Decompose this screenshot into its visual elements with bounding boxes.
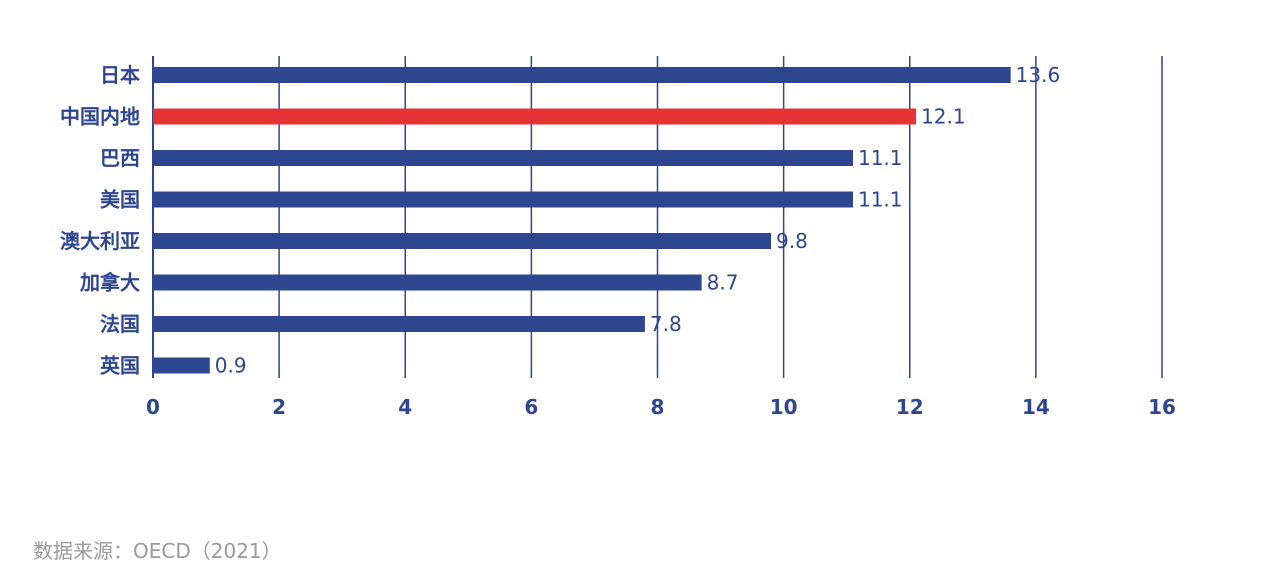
category-label-2: 中国内地 bbox=[60, 105, 140, 129]
value-label-8: 0.9 bbox=[215, 354, 247, 378]
bars bbox=[153, 67, 1011, 374]
bar-1 bbox=[153, 67, 1011, 83]
value-label-3: 11.1 bbox=[858, 146, 903, 170]
category-label-3: 巴西 bbox=[100, 146, 140, 170]
value-labels: 13.6 12.1 11.1 11.1 9.8 8.7 7.8 0.9 bbox=[215, 63, 1060, 378]
x-tick-label-14: 14 bbox=[1022, 395, 1050, 419]
bar-3 bbox=[153, 150, 853, 166]
value-label-6: 8.7 bbox=[707, 271, 739, 295]
bar-4 bbox=[153, 191, 853, 208]
x-tick-label-12: 12 bbox=[896, 395, 924, 419]
category-label-6: 加拿大 bbox=[79, 271, 140, 295]
x-tick-label-8: 8 bbox=[651, 395, 665, 419]
value-label-4: 11.1 bbox=[858, 188, 903, 212]
bar-5 bbox=[153, 233, 772, 249]
category-label-5: 澳大利亚 bbox=[60, 229, 140, 253]
value-label-1: 13.6 bbox=[1016, 63, 1061, 87]
source-note: 数据来源：OECD（2021） bbox=[33, 539, 282, 563]
category-label-7: 法国 bbox=[100, 312, 140, 336]
x-axis-tick-labels: 0 2 4 6 8 10 12 14 16 bbox=[146, 395, 1176, 419]
x-tick-label-10: 10 bbox=[770, 395, 798, 419]
category-label-1: 日本 bbox=[100, 63, 140, 87]
value-label-2: 12.1 bbox=[921, 105, 966, 129]
bar-6 bbox=[153, 274, 702, 291]
x-tick-label-4: 4 bbox=[398, 395, 412, 419]
category-label-8: 英国 bbox=[100, 354, 140, 378]
value-label-7: 7.8 bbox=[650, 312, 682, 336]
x-tick-label-2: 2 bbox=[272, 395, 286, 419]
category-label-4: 美国 bbox=[100, 188, 140, 212]
value-label-5: 9.8 bbox=[776, 229, 808, 253]
x-tick-label-16: 16 bbox=[1148, 395, 1176, 419]
bar-2 bbox=[153, 108, 917, 125]
bar-8 bbox=[153, 357, 210, 374]
bar-7 bbox=[153, 316, 645, 332]
x-tick-label-0: 0 bbox=[146, 395, 160, 419]
x-tick-label-6: 6 bbox=[524, 395, 538, 419]
